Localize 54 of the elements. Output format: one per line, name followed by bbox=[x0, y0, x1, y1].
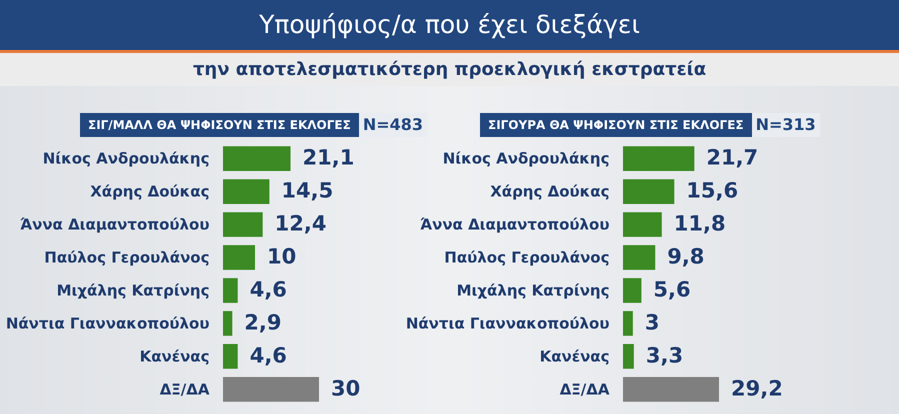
data-label: 21,7 bbox=[706, 146, 758, 170]
bar bbox=[623, 179, 674, 204]
bar bbox=[623, 278, 642, 303]
data-label: 15,6 bbox=[686, 178, 738, 203]
data-label: 9,8 bbox=[667, 244, 704, 269]
y-tick-label: Νάντια Γιαννακοπούλου bbox=[6, 314, 210, 332]
y-tick-label: Νίκος Ανδρουλάκης bbox=[442, 150, 610, 168]
y-tick-label: Κανένας bbox=[540, 347, 610, 366]
y-tick-label: ΔΞ/ΔΑ bbox=[560, 380, 610, 398]
y-tick-label: Μιχάλης Κατρίνης bbox=[56, 281, 210, 300]
y-tick-label: Νίκος Ανδρουλάκης bbox=[42, 150, 210, 168]
y-tick-label: ΔΞ/ΔΑ bbox=[160, 380, 210, 398]
bar bbox=[223, 344, 238, 369]
text: N=313 bbox=[752, 113, 820, 137]
bar bbox=[623, 376, 719, 402]
data-label: 14,5 bbox=[281, 178, 334, 203]
data-label: 11,8 bbox=[674, 212, 726, 236]
bar bbox=[623, 344, 634, 369]
bar bbox=[223, 376, 319, 402]
y-tick-label: Άννα Διαμαντοπούλου bbox=[420, 216, 610, 234]
data-label: 21,1 bbox=[302, 146, 354, 170]
data-label: 3,3 bbox=[646, 343, 684, 368]
bar bbox=[223, 179, 270, 204]
y-tick-label: Κανένας bbox=[140, 347, 210, 366]
text: N=483 bbox=[358, 113, 428, 137]
data-label: 30 bbox=[331, 376, 360, 400]
data-label: 12,4 bbox=[274, 212, 327, 236]
y-tick-label: Μιχάλης Κατρίνης bbox=[456, 281, 610, 300]
y-tick-label: Νάντια Γιαννακοπούλου bbox=[406, 314, 610, 332]
data-label: 2,9 bbox=[244, 310, 282, 334]
data-label: 3 bbox=[644, 310, 660, 334]
text: ΣΙΓΟΥΡΑ ΘΑ ΨΗΦΙΣΟΥΝ ΣΤΙΣ ΕΚΛΟΓΕΣ bbox=[480, 113, 752, 137]
bar bbox=[223, 212, 263, 237]
bar bbox=[223, 146, 291, 172]
y-tick-label: Παύλος Γερουλάνος bbox=[444, 248, 610, 267]
y-tick-label: Χάρης Δούκας bbox=[490, 182, 610, 201]
data-label: 10 bbox=[267, 244, 296, 269]
y-tick-label: Χάρης Δούκας bbox=[90, 182, 210, 201]
bar bbox=[623, 311, 633, 336]
y-tick-label: Παύλος Γερουλάνος bbox=[44, 248, 210, 267]
text: Υποψήφιος/α που έχει διεξάγει bbox=[0, 0, 899, 53]
data-label: 4,6 bbox=[250, 343, 287, 368]
data-label: 29,2 bbox=[731, 376, 783, 400]
bar bbox=[223, 278, 238, 303]
bar bbox=[623, 146, 694, 172]
text: ΣΙΓ/ΜΑΛΛ ΘΑ ΨΗΦΙΣΟΥΝ ΣΤΙΣ ΕΚΛΟΓΕΣ bbox=[80, 113, 359, 137]
bar bbox=[223, 311, 232, 336]
text: την αποτελεσματικότερη προεκλογική εκστρατεία bbox=[0, 53, 899, 86]
bar bbox=[623, 245, 656, 270]
data-label: 5,6 bbox=[653, 277, 691, 302]
bar bbox=[223, 245, 255, 270]
y-tick-label: Άννα Διαμαντοπούλου bbox=[20, 216, 210, 234]
bar bbox=[623, 212, 662, 237]
data-label: 4,6 bbox=[250, 277, 287, 302]
